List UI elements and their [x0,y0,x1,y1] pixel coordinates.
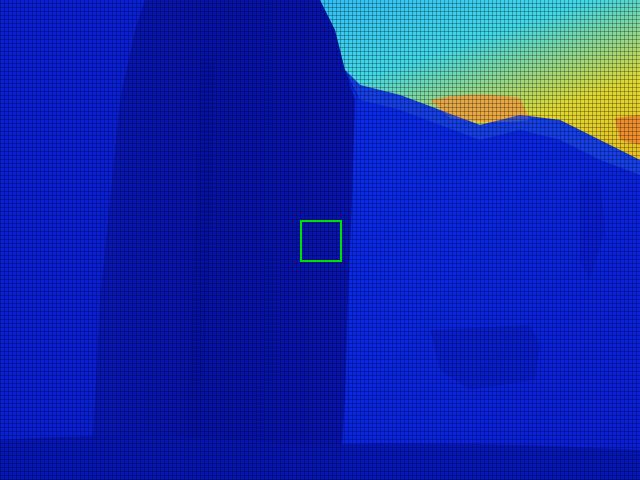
ground-region [0,436,640,480]
wall-crack [580,180,605,280]
near-pillar-region [90,0,355,480]
far-hot-patch-right [615,115,640,145]
pillar-shadow [185,60,215,480]
far-hot-patch [430,94,530,123]
far-background-region [170,0,640,160]
right-wall-region [340,75,640,480]
skyline-edge [345,70,640,175]
selection-box[interactable] [300,220,342,262]
wall-recess [430,325,540,390]
